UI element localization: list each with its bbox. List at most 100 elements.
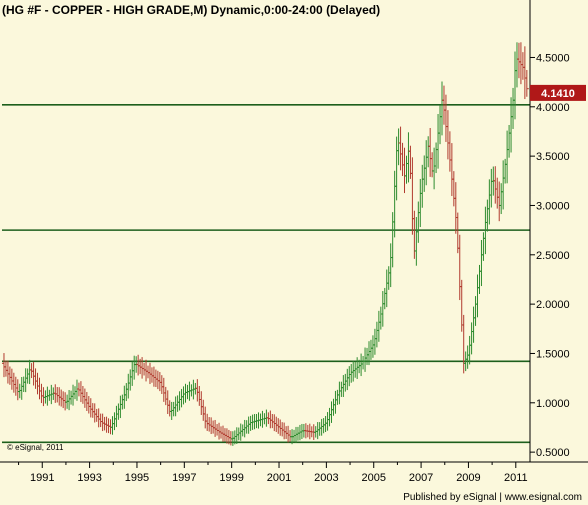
- y-tick-label: 1.5000: [536, 348, 570, 360]
- price-bar: [175, 395, 180, 412]
- chart-title: (HG #F - COPPER - HIGH GRADE,M) Dynamic,…: [2, 3, 381, 17]
- price-bar: [503, 158, 508, 184]
- price-bar: [88, 398, 93, 418]
- price-bar: [25, 368, 30, 384]
- price-bar: [82, 388, 87, 408]
- price-bar: [246, 416, 251, 434]
- price-bar: [449, 143, 454, 197]
- price-bar: [408, 145, 413, 179]
- price-bar: [440, 81, 444, 136]
- price-bar: [15, 379, 20, 401]
- price-bar: [355, 357, 360, 379]
- price-bar: [477, 264, 482, 294]
- price-bar: [136, 354, 141, 376]
- y-tick-label: 0.5000: [536, 447, 570, 459]
- price-bar: [118, 395, 123, 419]
- price-bar: [293, 426, 298, 443]
- x-tick-label: 1995: [125, 472, 149, 484]
- price-bar: [372, 328, 377, 355]
- price-bar: [67, 390, 72, 411]
- price-bar: [459, 279, 464, 332]
- price-bar: [453, 182, 458, 234]
- price-bar: [347, 366, 352, 387]
- price-bar: [33, 368, 38, 389]
- publisher-credit: Published by eSignal | www.esignal.com: [403, 492, 582, 503]
- price-bar: [321, 418, 326, 434]
- price-bar: [201, 399, 206, 421]
- price-bar: [276, 418, 281, 434]
- y-tick-label: 1.0000: [536, 398, 570, 410]
- price-bar: [151, 366, 156, 387]
- price-bar: [199, 391, 204, 415]
- price-bar: [398, 126, 403, 171]
- price-bar: [434, 142, 439, 174]
- price-bar: [39, 383, 44, 404]
- price-bar: [499, 183, 504, 215]
- price-bar: [331, 398, 336, 416]
- price-bar: [295, 426, 300, 441]
- price-bar: [140, 357, 145, 379]
- price-bar: [353, 361, 358, 378]
- price-bar: [3, 360, 8, 377]
- price-bar: [386, 266, 391, 290]
- price-bar: [161, 377, 166, 402]
- price-bar: [224, 428, 229, 444]
- price-bar: [495, 177, 500, 209]
- price-bar: [380, 291, 385, 327]
- x-tick-label: 1997: [172, 472, 196, 484]
- price-bar: [220, 425, 225, 442]
- price-bar: [35, 372, 40, 395]
- price-bar: [402, 147, 407, 194]
- price-bar: [461, 314, 466, 374]
- price-bars: [1, 42, 529, 446]
- price-bar: [390, 212, 395, 268]
- price-bar: [370, 335, 375, 358]
- price-bar: [339, 381, 344, 397]
- x-tick-label: 2001: [267, 472, 291, 484]
- price-bar: [98, 413, 103, 428]
- price-bar: [146, 365, 151, 379]
- price-bar: [132, 355, 137, 380]
- price-bar: [481, 232, 486, 261]
- price-bar: [319, 418, 324, 436]
- price-bar: [73, 386, 78, 400]
- price-bar: [248, 415, 253, 431]
- y-tick-label: 3.5000: [536, 151, 570, 163]
- price-bar: [96, 408, 101, 428]
- price-bar: [181, 386, 186, 405]
- x-tick-label: 2007: [409, 472, 433, 484]
- price-bar: [92, 403, 97, 423]
- x-tick-label: 2003: [314, 472, 338, 484]
- price-bar: [13, 376, 18, 396]
- price-bar: [513, 51, 518, 120]
- price-bar: [378, 306, 383, 330]
- price-bar: [167, 400, 172, 417]
- price-bar: [343, 373, 348, 392]
- price-bar: [438, 105, 443, 145]
- price-bar: [317, 422, 322, 436]
- price-bar: [286, 425, 291, 443]
- price-bar: [179, 388, 184, 408]
- price-bar: [209, 417, 214, 435]
- price-bar: [376, 310, 381, 342]
- price-bar: [361, 355, 366, 370]
- price-bar: [420, 164, 425, 208]
- price-bar: [144, 359, 149, 382]
- price-bar: [489, 168, 494, 208]
- price-bar: [524, 69, 529, 97]
- price-bar: [244, 420, 249, 434]
- price-bar: [240, 424, 245, 437]
- x-tick-label: 1999: [219, 472, 243, 484]
- last-price-label: 4.1410: [541, 88, 575, 100]
- price-bar: [116, 403, 121, 420]
- price-bar: [410, 157, 415, 235]
- price-bar: [341, 375, 346, 397]
- price-bar: [432, 147, 437, 190]
- price-bar: [203, 406, 208, 429]
- price-bar: [406, 132, 411, 183]
- price-bar: [69, 390, 74, 405]
- price-bar: [9, 368, 14, 390]
- price-bar: [74, 379, 79, 401]
